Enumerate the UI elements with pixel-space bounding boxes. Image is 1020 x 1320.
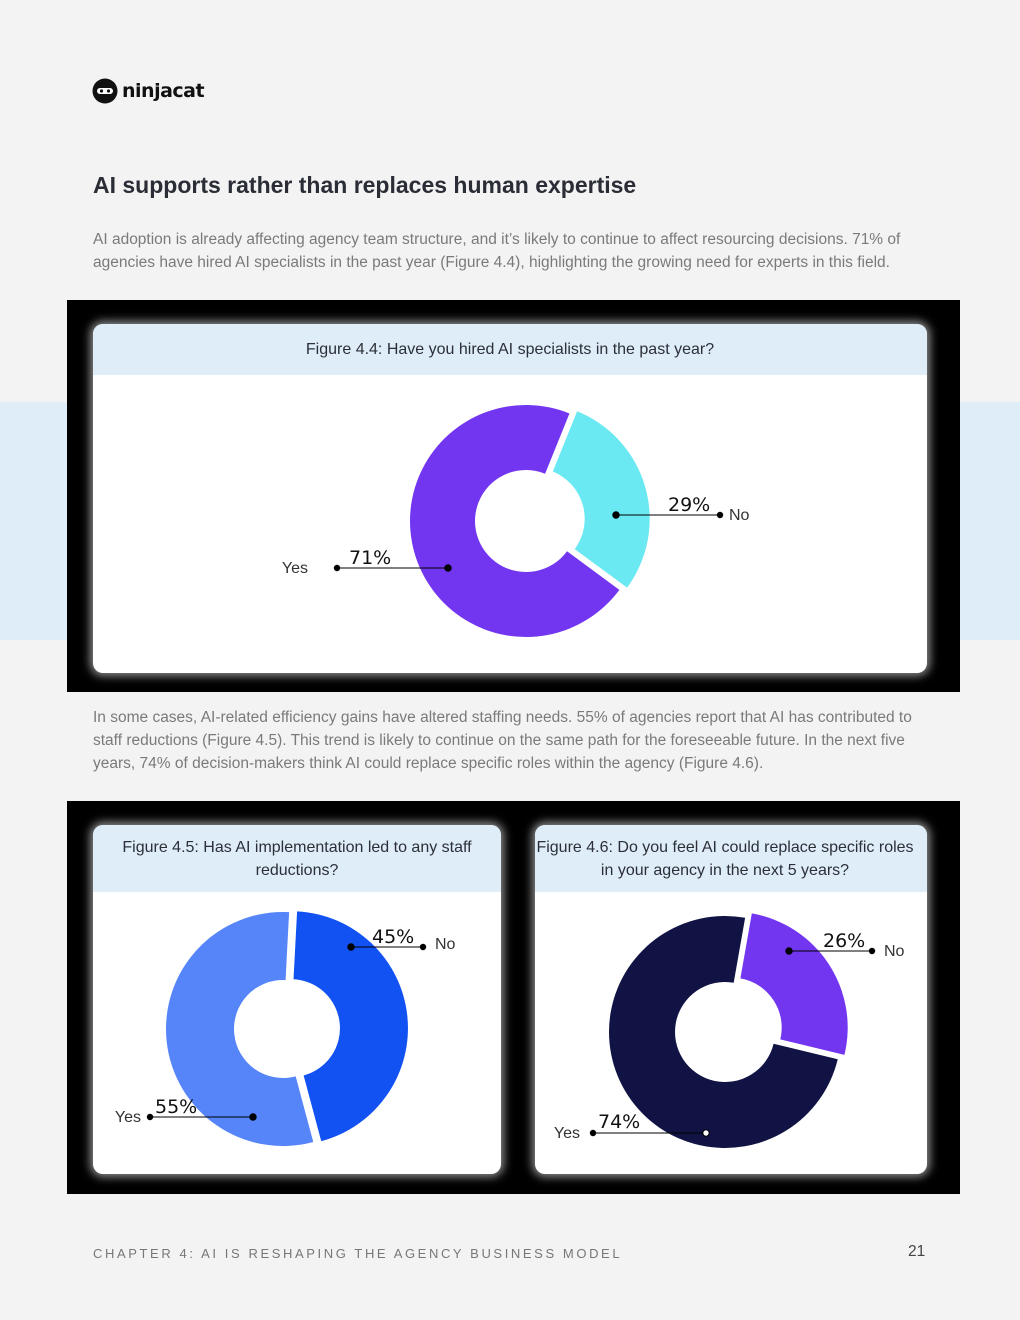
leader-dot xyxy=(716,511,724,519)
data-label: 71% xyxy=(349,547,391,569)
brand-name: ninjacat xyxy=(122,80,205,102)
intro-paragraph: AI adoption is already affecting agency … xyxy=(93,231,901,271)
figure-4-5-card: Figure 4.5: Has AI implementation led to… xyxy=(93,825,501,1174)
slice-yes xyxy=(609,916,838,1148)
chapter-footer: CHAPTER 4: AI IS RESHAPING THE AGENCY BU… xyxy=(93,1246,623,1261)
leader-dot xyxy=(785,947,793,955)
leader-dot xyxy=(419,943,427,951)
category-label: No xyxy=(884,943,905,960)
slice-no xyxy=(740,913,848,1055)
figure-4-4-card: Figure 4.4: Have you hired AI specialist… xyxy=(93,324,927,673)
slice-no xyxy=(293,911,408,1142)
data-label: 45% xyxy=(372,926,414,948)
leader-dot xyxy=(612,511,620,519)
figure-4-6-donut-chart: 74% Yes 26% No xyxy=(554,913,905,1148)
category-label: Yes xyxy=(282,560,308,577)
category-label: No xyxy=(729,507,750,524)
data-label: 74% xyxy=(598,1111,640,1133)
figure-title-text: Figure 4.6: Do you feel AI could replace… xyxy=(536,838,914,879)
figure-4-5-donut-chart: 55% Yes 45% No xyxy=(115,911,456,1146)
leader-dot xyxy=(333,564,341,572)
leader-dot xyxy=(702,1129,710,1137)
leader-dot xyxy=(146,1113,154,1121)
page-number: 21 xyxy=(908,1243,926,1260)
leader-dot xyxy=(249,1113,257,1121)
ninjacat-icon xyxy=(92,78,118,104)
leader-dot xyxy=(589,1129,597,1137)
leader-dot xyxy=(444,564,452,572)
slice-yes xyxy=(166,912,314,1146)
staffing-paragraph: In some cases, AI-related efficiency gai… xyxy=(93,709,912,772)
category-label: Yes xyxy=(115,1109,141,1126)
data-label: 55% xyxy=(155,1096,197,1118)
figure-title: Figure 4.6: Do you feel AI could replace… xyxy=(535,825,927,892)
figure-4-4-donut-chart: 71% Yes 29% No xyxy=(282,405,750,637)
figure-title: Figure 4.5: Has AI implementation led to… xyxy=(93,825,501,892)
leader-dot xyxy=(347,943,355,951)
slice-yes xyxy=(410,405,620,637)
figure-title: Figure 4.4: Have you hired AI specialist… xyxy=(93,324,927,375)
brand-logo: ninjacat xyxy=(92,78,205,104)
data-label: 29% xyxy=(668,494,710,516)
page-title: AI supports rather than replaces human e… xyxy=(93,172,637,198)
figure-4-6-card: Figure 4.6: Do you feel AI could replace… xyxy=(535,825,927,1174)
leader-dot xyxy=(868,947,876,955)
category-label: No xyxy=(435,936,456,953)
data-label: 26% xyxy=(823,930,865,952)
slice-no xyxy=(552,411,650,588)
category-label: Yes xyxy=(554,1125,580,1142)
